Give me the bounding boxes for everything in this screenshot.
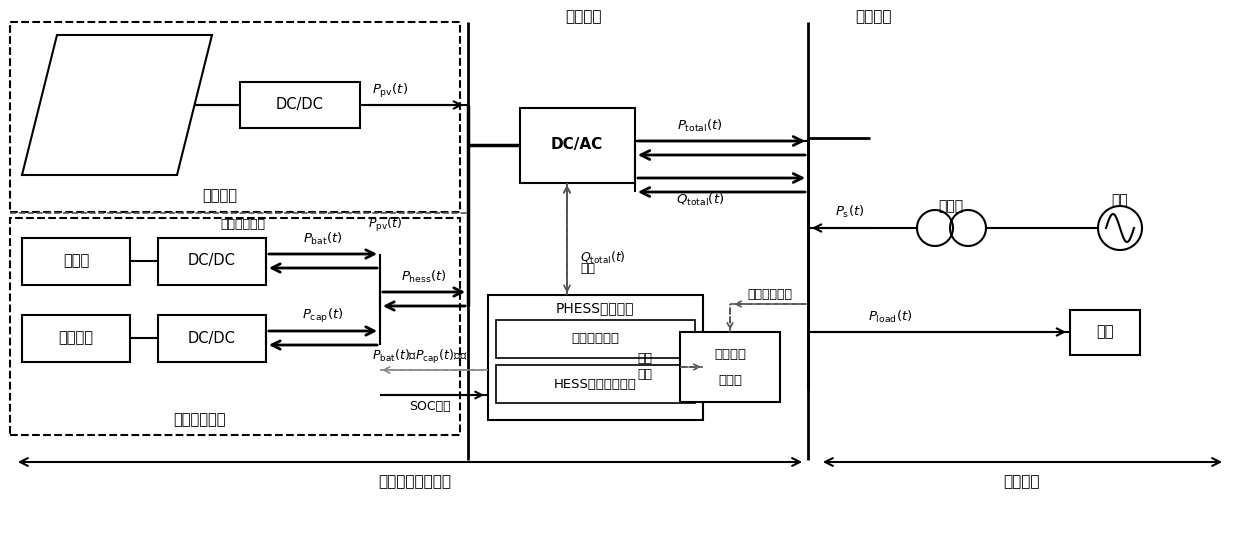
Text: $P_{\rm cap}(t)$: $P_{\rm cap}(t)$ <box>303 307 343 325</box>
Text: 负荷: 负荷 <box>1096 325 1114 339</box>
Text: SOC状态: SOC状态 <box>409 401 451 413</box>
Text: DC/AC: DC/AC <box>551 137 603 152</box>
Text: 光伏系统: 光伏系统 <box>202 188 238 204</box>
Text: DC/DC: DC/DC <box>188 331 236 346</box>
Text: $Q_{\rm total}(t)$: $Q_{\rm total}(t)$ <box>676 192 724 208</box>
Bar <box>157 238 267 285</box>
Text: 配网优化策略: 配网优化策略 <box>570 332 619 346</box>
Bar <box>22 238 130 285</box>
Text: $P_{\rm s}(t)$: $P_{\rm s}(t)$ <box>836 204 864 220</box>
Bar <box>241 82 360 128</box>
Polygon shape <box>22 35 212 175</box>
Text: DC/DC: DC/DC <box>277 98 324 113</box>
Text: $P_{\rm bat}(t)$、$P_{\rm cap}(t)$指令: $P_{\rm bat}(t)$、$P_{\rm cap}(t)$指令 <box>372 348 467 366</box>
Text: $P_{\rm pv}(t)$: $P_{\rm pv}(t)$ <box>368 216 402 234</box>
Bar <box>680 332 780 402</box>
Text: 变电站: 变电站 <box>939 199 963 213</box>
Text: $P_{\rm load}(t)$: $P_{\rm load}(t)$ <box>868 309 913 325</box>
Bar <box>1070 310 1140 355</box>
Text: 配电系统: 配电系统 <box>1003 475 1040 490</box>
Text: 配电线路: 配电线路 <box>856 9 892 24</box>
Bar <box>10 22 460 212</box>
Text: 光伏实测出功: 光伏实测出功 <box>219 219 265 231</box>
Text: 光伏混合储能系统: 光伏混合储能系统 <box>378 475 451 490</box>
Text: $P_{\rm total}(t)$: $P_{\rm total}(t)$ <box>677 118 723 134</box>
Text: 主网: 主网 <box>1111 193 1128 207</box>
Text: HESS功率分配策略: HESS功率分配策略 <box>553 378 636 390</box>
Text: $P_{\rm hess}(t)$: $P_{\rm hess}(t)$ <box>401 269 446 285</box>
Text: 配网运行信息: 配网运行信息 <box>748 288 792 300</box>
Bar <box>10 218 460 435</box>
Bar <box>489 295 703 420</box>
Text: 配电自动: 配电自动 <box>714 348 746 360</box>
Text: PHESS决策系统: PHESS决策系统 <box>556 301 634 315</box>
Text: 化系统: 化系统 <box>718 374 742 386</box>
Bar <box>496 320 694 358</box>
Text: $P_{\rm pv}(t)$: $P_{\rm pv}(t)$ <box>372 82 408 100</box>
Text: 潮流: 潮流 <box>637 353 652 365</box>
Text: $P_{\rm bat}(t)$: $P_{\rm bat}(t)$ <box>303 231 343 247</box>
Bar <box>496 365 694 403</box>
Text: $Q_{\rm total}(t)$: $Q_{\rm total}(t)$ <box>580 250 626 266</box>
Text: 超级电容: 超级电容 <box>58 331 93 346</box>
Text: DC/DC: DC/DC <box>188 253 236 268</box>
Bar <box>22 315 130 362</box>
Text: 蓄电池: 蓄电池 <box>63 253 89 268</box>
Text: 直流母线: 直流母线 <box>565 9 601 24</box>
Text: 混合储能系统: 混合储能系统 <box>174 412 226 427</box>
Bar <box>520 108 635 183</box>
Text: 指令: 指令 <box>580 262 595 274</box>
Text: 数据: 数据 <box>637 369 652 381</box>
Bar <box>157 315 267 362</box>
